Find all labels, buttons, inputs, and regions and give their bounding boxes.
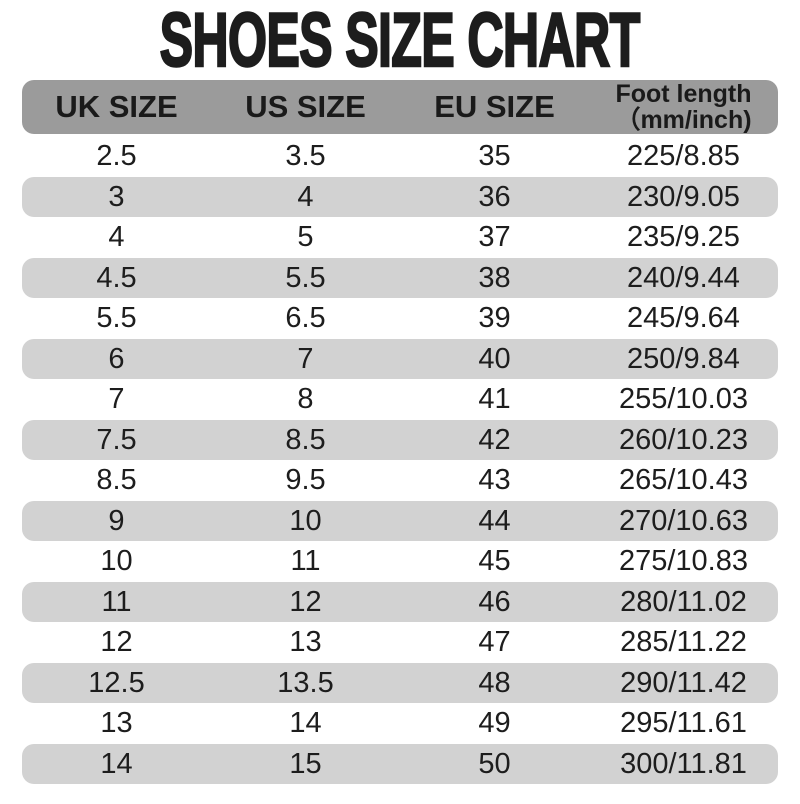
cell-uk: 7.5 [96,423,137,456]
cell-us: 8.5 [285,423,326,456]
header-foot-length-line1: Foot length [615,80,752,108]
cell-us: 8 [297,383,314,415]
cell-foot: 245/9.64 [627,302,740,334]
cell-uk: 7 [108,383,125,415]
cell-us: 12 [289,585,322,618]
cell-foot: 275/10.83 [618,545,748,577]
table-row: 12.5 13.5 48 290/11.42 [22,662,778,703]
cell-uk: 5.5 [96,302,137,334]
table-row: 4.5 5.5 38 240/9.44 [22,257,778,298]
cell-eu: 37 [478,221,511,253]
cell-eu: 42 [478,423,511,456]
cell-uk: 4.5 [96,261,137,294]
table-row: 7 8 41 255/10.03 [22,379,778,420]
cell-eu: 40 [478,342,511,375]
cell-foot: 300/11.81 [620,747,747,780]
cell-eu: 48 [478,666,511,699]
cell-eu: 36 [478,180,511,213]
cell-us: 3.5 [285,140,326,172]
table-row: 3 4 36 230/9.05 [22,176,778,217]
cell-foot: 280/11.02 [620,585,747,618]
cell-eu: 47 [478,626,511,658]
table-row: 8.5 9.5 43 265/10.43 [22,460,778,501]
cell-foot: 235/9.25 [627,221,740,253]
cell-foot: 260/10.23 [618,423,748,456]
cell-foot: 290/11.42 [620,666,747,699]
table-row: 4 5 37 235/9.25 [22,217,778,258]
cell-us: 9.5 [285,464,326,496]
table-row: 12 13 47 285/11.22 [22,622,778,663]
table-row: 10 11 45 275/10.83 [22,541,778,582]
cell-foot: 240/9.44 [627,261,740,294]
cell-uk: 12.5 [88,666,145,699]
cell-uk: 2.5 [96,140,137,172]
cell-eu: 39 [478,302,511,334]
cell-us: 6.5 [285,302,326,334]
header-foot-length-line2: （mm/inch) [615,106,752,134]
page-title-wrap: SHOES SIZE CHART [0,0,800,83]
cell-uk: 13 [100,707,133,739]
table-header-row: UK SIZE US SIZE EU SIZE Foot length （mm/… [22,80,778,134]
cell-uk: 4 [108,221,125,253]
header-us-size: US SIZE [245,89,366,124]
cell-eu: 41 [478,383,511,415]
cell-eu: 43 [478,464,511,496]
cell-us: 5.5 [285,261,326,294]
cell-eu: 50 [478,747,511,780]
cell-us: 7 [297,342,314,375]
cell-eu: 38 [478,261,511,294]
cell-foot: 270/10.63 [618,504,748,537]
cell-eu: 35 [478,140,511,172]
header-uk-size: UK SIZE [55,89,178,124]
cell-foot: 255/10.03 [618,383,748,415]
cell-eu: 46 [478,585,511,618]
table-row: 11 12 46 280/11.02 [22,581,778,622]
cell-us: 5 [297,221,314,253]
cell-uk: 12 [100,626,133,658]
cell-uk: 9 [108,504,125,537]
cell-foot: 230/9.05 [627,180,740,213]
table-row: 14 15 50 300/11.81 [22,743,778,784]
size-chart-table: UK SIZE US SIZE EU SIZE Foot length （mm/… [22,80,778,784]
cell-uk: 14 [100,747,133,780]
cell-foot: 285/11.22 [620,626,747,658]
cell-eu: 45 [478,545,511,577]
header-foot-length: Foot length （mm/inch) [589,81,778,133]
table-row: 5.5 6.5 39 245/9.64 [22,298,778,339]
table-row: 6 7 40 250/9.84 [22,338,778,379]
cell-us: 10 [289,504,322,537]
cell-uk: 6 [108,342,125,375]
cell-eu: 44 [478,504,511,537]
table-row: 7.5 8.5 42 260/10.23 [22,419,778,460]
cell-us: 15 [289,747,322,780]
cell-foot: 295/11.61 [620,707,747,739]
cell-uk: 10 [100,545,133,577]
cell-eu: 49 [478,707,511,739]
table-row: 9 10 44 270/10.63 [22,500,778,541]
cell-us: 11 [290,545,321,577]
cell-uk: 8.5 [96,464,137,496]
cell-uk: 3 [108,180,125,213]
cell-uk: 11 [101,585,132,618]
table-row: 2.5 3.5 35 225/8.85 [22,136,778,177]
cell-foot: 265/10.43 [618,464,748,496]
header-eu-size: EU SIZE [434,89,555,124]
cell-foot: 250/9.84 [627,342,740,375]
cell-us: 13.5 [277,666,334,699]
cell-us: 13 [289,626,322,658]
cell-us: 14 [289,707,322,739]
cell-foot: 225/8.85 [627,140,740,172]
table-row: 13 14 49 295/11.61 [22,703,778,744]
cell-us: 4 [297,180,314,213]
page-title: SHOES SIZE CHART [159,0,641,83]
